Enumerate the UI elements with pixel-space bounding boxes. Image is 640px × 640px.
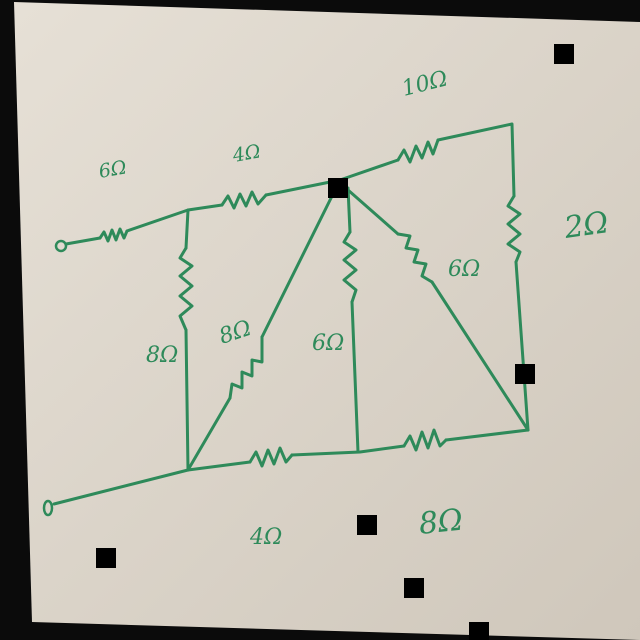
resistor-left-shunt — [178, 246, 194, 332]
wire-diag-left-b — [260, 178, 342, 339]
redaction-marker — [515, 364, 535, 384]
resistor-right-vertical — [506, 194, 522, 264]
label-r-bottom-mid: 4Ω — [249, 525, 282, 550]
label-r-left-shunt: 8Ω — [146, 343, 178, 368]
wire-bottom-right — [444, 428, 530, 442]
label-r-center-vertical: 6Ω — [312, 331, 344, 356]
wire-left-shunt-bottom — [184, 328, 190, 472]
resistor-top-right — [396, 138, 440, 164]
wire-top-left — [64, 236, 102, 246]
wire-diag-right-a — [346, 188, 400, 236]
label-r-top-mid: 4Ω — [230, 140, 262, 167]
resistor-diagonal-left — [228, 335, 264, 400]
redaction-marker — [469, 622, 489, 640]
label-r-input: 6Ω — [97, 156, 128, 183]
wire-center-bottom — [350, 300, 360, 454]
wire-center-top — [346, 186, 352, 234]
resistor-center-vertical — [342, 230, 358, 304]
input-terminal-bottom — [42, 499, 54, 517]
paper-sheet — [14, 2, 640, 640]
wire-top-c — [436, 122, 516, 198]
resistor-diagonal-right — [396, 232, 434, 284]
wire-diag-left-a — [186, 396, 232, 472]
redaction-marker — [328, 178, 348, 198]
resistor-top-mid — [220, 190, 268, 210]
wire-left-shunt-top — [184, 208, 190, 250]
redaction-markers — [96, 44, 574, 640]
resistor-input — [98, 227, 129, 243]
wire-right-lower — [514, 260, 530, 432]
label-r-diagonal-right: 6Ω — [448, 257, 480, 282]
redaction-marker — [357, 515, 377, 535]
label-r-bottom-right: 8Ω — [417, 503, 464, 542]
redaction-marker — [554, 44, 574, 64]
redaction-marker — [404, 578, 424, 598]
input-terminal-top — [54, 239, 68, 253]
resistor-bottom-right — [402, 428, 448, 452]
resistor-bottom-mid — [248, 446, 294, 468]
wire-diag-right-b — [430, 280, 530, 432]
label-r-right-vertical: 2Ω — [561, 205, 610, 246]
redaction-marker — [96, 548, 116, 568]
wire-bottom-mid — [290, 444, 406, 457]
